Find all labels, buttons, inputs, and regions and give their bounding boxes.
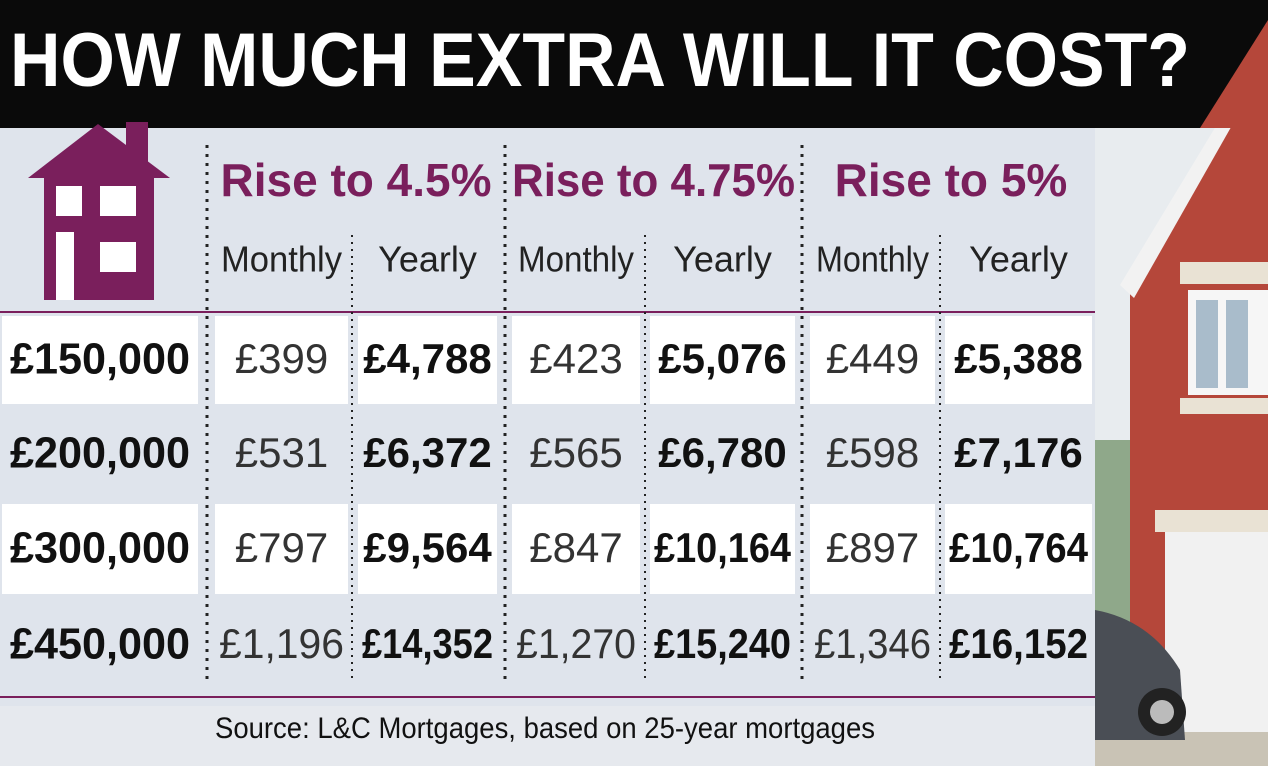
yearly-cell: £5,388 — [954, 335, 1082, 382]
row-band — [810, 504, 935, 594]
header-band — [0, 0, 1268, 128]
row-band — [215, 504, 348, 594]
table-background — [0, 128, 1095, 706]
monthly-cell: £399 — [235, 335, 328, 382]
row-band — [512, 316, 640, 404]
monthly-cell: £449 — [826, 335, 919, 382]
yearly-cell: £10,164 — [654, 524, 792, 571]
monthly-cell: £1,196 — [219, 620, 344, 667]
row-band — [358, 504, 497, 594]
row-band — [945, 504, 1092, 594]
monthly-cell: £423 — [529, 335, 622, 382]
title: HOW MUCH EXTRA WILL IT COST? — [10, 18, 1190, 103]
row-band — [650, 504, 795, 594]
source-note: Source: L&C Mortgages, based on 25-year … — [215, 712, 875, 745]
yearly-cell: £7,176 — [954, 429, 1082, 476]
yearly-cell: £4,788 — [363, 335, 491, 382]
monthly-cell: £1,270 — [516, 620, 636, 667]
monthly-cell: £797 — [235, 524, 328, 571]
column-header: Yearly — [673, 239, 772, 280]
row-band — [650, 316, 795, 404]
yearly-cell: £6,372 — [363, 429, 491, 476]
monthly-cell: £1,346 — [814, 620, 931, 667]
column-header: Monthly — [816, 239, 929, 280]
monthly-cell: £897 — [826, 524, 919, 571]
footer-background — [0, 706, 1095, 766]
row-label: £300,000 — [10, 524, 190, 573]
house-photo — [1095, 40, 1268, 766]
monthly-cell: £598 — [826, 429, 919, 476]
monthly-cell: £565 — [529, 429, 622, 476]
yearly-cell: £14,352 — [362, 620, 493, 667]
column-header: Monthly — [518, 239, 634, 280]
row-band — [215, 316, 348, 404]
column-header: Yearly — [969, 239, 1068, 280]
yearly-cell: £9,564 — [363, 524, 492, 571]
yearly-cell: £15,240 — [654, 620, 791, 667]
row-label: £450,000 — [10, 620, 190, 669]
row-band — [810, 316, 935, 404]
row-band — [2, 504, 198, 594]
column-header: Monthly — [221, 239, 342, 280]
row-band — [945, 316, 1092, 404]
group-title: Rise to 4.75% — [512, 154, 795, 206]
monthly-cell: £531 — [235, 429, 328, 476]
group-title: Rise to 5% — [835, 154, 1068, 206]
monthly-cell: £847 — [529, 524, 622, 571]
yearly-cell: £10,764 — [949, 524, 1089, 571]
yearly-cell: £5,076 — [658, 335, 786, 382]
yearly-cell: £6,780 — [658, 429, 786, 476]
yearly-cell: £16,152 — [949, 620, 1088, 667]
row-band — [512, 504, 640, 594]
row-band — [2, 316, 198, 404]
column-header: Yearly — [378, 239, 477, 280]
row-label: £150,000 — [10, 335, 190, 384]
row-label: £200,000 — [10, 429, 190, 478]
house-icon — [28, 122, 170, 300]
group-title: Rise to 4.5% — [221, 154, 492, 206]
row-band — [358, 316, 497, 404]
